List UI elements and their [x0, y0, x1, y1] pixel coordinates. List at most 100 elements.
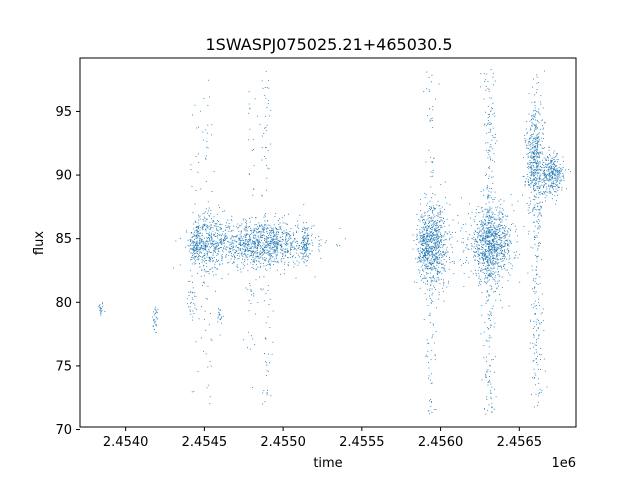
data-point — [259, 261, 261, 263]
data-point — [201, 269, 203, 271]
data-point — [500, 203, 502, 205]
data-point — [193, 245, 195, 247]
data-point — [535, 139, 537, 140]
data-point — [526, 153, 528, 155]
outlier-point — [494, 80, 496, 82]
data-point — [282, 239, 283, 241]
data-point — [494, 197, 496, 199]
data-point — [432, 275, 434, 277]
outlier-point — [536, 150, 537, 152]
data-point — [501, 213, 503, 215]
data-point — [255, 231, 257, 233]
data-point — [274, 233, 276, 235]
data-point — [542, 159, 543, 161]
data-point — [429, 233, 431, 235]
data-point — [554, 190, 556, 192]
data-point — [553, 167, 555, 169]
data-point — [442, 222, 444, 224]
outlier-point — [535, 162, 537, 164]
data-point — [541, 151, 543, 153]
data-point — [156, 318, 158, 320]
data-point — [529, 152, 531, 153]
data-point — [287, 251, 289, 253]
data-point — [304, 229, 306, 231]
data-point — [503, 245, 505, 247]
data-point — [244, 243, 246, 245]
data-point — [535, 155, 537, 157]
data-point — [529, 141, 531, 143]
data-point — [197, 236, 199, 238]
data-point — [553, 186, 555, 187]
data-point — [275, 243, 277, 245]
data-point — [497, 233, 498, 235]
data-point — [432, 249, 434, 251]
data-point — [531, 174, 533, 176]
data-point — [256, 226, 258, 228]
data-point — [507, 253, 509, 255]
data-point — [260, 236, 262, 238]
data-point — [496, 259, 498, 261]
data-point — [438, 298, 440, 300]
data-point — [286, 249, 288, 251]
data-point — [480, 220, 482, 222]
data-point — [431, 280, 433, 282]
y-tick-label: 70 — [55, 423, 72, 438]
data-point — [308, 243, 310, 245]
data-point — [492, 217, 494, 219]
data-point — [207, 251, 209, 253]
data-point — [490, 251, 492, 253]
outlier-point — [484, 408, 485, 410]
data-point — [260, 231, 262, 233]
data-point — [236, 266, 238, 267]
data-point — [546, 164, 548, 166]
data-point — [281, 246, 282, 248]
data-point — [202, 248, 204, 250]
data-point — [265, 235, 267, 237]
data-point — [156, 310, 158, 312]
data-point — [551, 157, 553, 159]
data-point — [536, 142, 538, 144]
data-point — [248, 241, 250, 243]
data-point — [196, 251, 198, 252]
data-point — [502, 227, 504, 229]
data-point — [232, 236, 234, 238]
data-point — [543, 191, 544, 193]
data-point — [277, 228, 279, 230]
data-point — [430, 232, 432, 233]
data-point — [483, 229, 485, 231]
data-point — [416, 248, 418, 250]
outlier-point — [266, 220, 268, 222]
data-point — [422, 256, 424, 258]
data-point — [529, 143, 531, 145]
data-point — [219, 226, 221, 228]
data-point — [477, 253, 479, 255]
outlier-point — [430, 247, 432, 249]
outlier-point — [484, 123, 486, 125]
data-point — [265, 241, 267, 243]
data-point — [555, 180, 557, 182]
outlier-point — [538, 111, 539, 113]
data-point — [533, 189, 535, 191]
outlier-point — [487, 280, 489, 282]
data-point — [431, 253, 433, 255]
data-point — [482, 257, 483, 259]
data-point — [487, 197, 489, 199]
outlier-point — [538, 335, 540, 337]
outlier-point — [428, 342, 430, 344]
outlier-point — [536, 187, 538, 189]
data-point — [245, 221, 247, 223]
data-point — [556, 161, 558, 163]
data-point — [427, 238, 429, 240]
data-point — [271, 254, 272, 256]
data-point — [435, 244, 437, 246]
data-point — [246, 247, 248, 248]
outlier-point — [537, 401, 539, 403]
data-point — [318, 240, 320, 241]
data-point — [534, 171, 536, 173]
outlier-point — [490, 312, 492, 314]
data-point — [484, 250, 486, 251]
data-point — [489, 222, 491, 224]
data-point — [298, 246, 300, 248]
data-point — [196, 226, 198, 228]
data-point — [423, 281, 425, 283]
